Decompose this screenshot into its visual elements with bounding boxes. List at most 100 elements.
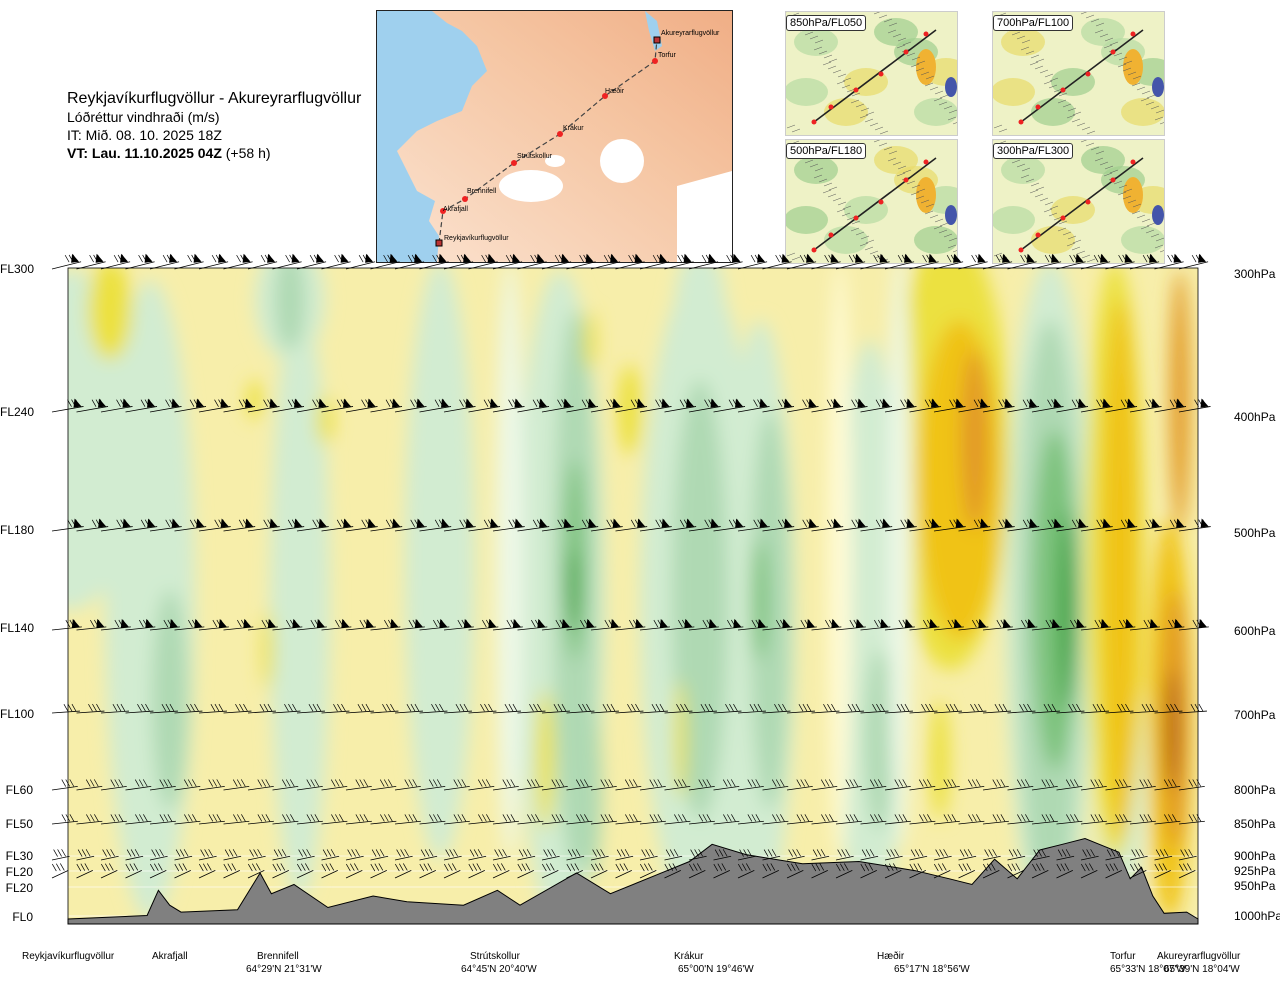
level-map-svg <box>786 12 957 135</box>
station-label: Akrafjall <box>152 951 188 962</box>
wind-barb-feather <box>1117 703 1122 712</box>
wind-barb-feather <box>285 779 291 787</box>
wind-barb-feather <box>1041 849 1046 857</box>
wind-barb-feather <box>1025 619 1030 628</box>
wind-barb <box>615 710 644 714</box>
wind-barb-feather <box>1143 814 1149 822</box>
wind-barb-feather <box>690 849 695 857</box>
wind-barb-feather <box>683 399 689 407</box>
wind-barb-feather <box>249 849 254 857</box>
wind-barb-feather <box>140 519 146 527</box>
wind-barb-feather <box>806 703 812 712</box>
wind-barb-feather <box>1002 399 1007 407</box>
wind-barb-feather <box>1016 849 1022 857</box>
wind-barb-feather <box>638 399 644 407</box>
pressure-label: 600hPa <box>1234 624 1276 638</box>
wind-barb-feather <box>869 779 875 787</box>
wind-barb-feather <box>290 619 295 628</box>
wind-barb-feather <box>490 619 495 628</box>
wind-barb <box>884 710 913 714</box>
wind-barb-feather <box>1120 399 1126 407</box>
mini-barb <box>1085 14 1095 19</box>
wind-barb-feather <box>996 814 1002 822</box>
wind-barb <box>713 785 740 791</box>
wind-barb-feather <box>1177 399 1183 407</box>
wind-barb <box>370 406 403 413</box>
mini-barb <box>1021 39 1031 44</box>
wind-barb-feather <box>694 849 699 857</box>
wind-barb-feather <box>1115 814 1120 822</box>
wind-barb-feather <box>341 703 346 712</box>
wind-barb-feather <box>483 519 489 527</box>
mini-barb <box>1136 86 1146 91</box>
wind-barb-feather <box>1060 863 1066 871</box>
wind-barb-feather <box>90 814 95 822</box>
wind-barb-feather <box>485 254 490 263</box>
wind-barb-feather <box>284 703 289 712</box>
wind-barb-feather <box>410 519 415 527</box>
wind-barb-feather <box>322 849 328 857</box>
wind-barb <box>835 820 862 825</box>
wind-barb <box>1178 855 1197 861</box>
wind-barb-feather <box>314 814 320 822</box>
wind-barb-feather <box>651 703 657 712</box>
wind-barb <box>566 626 597 631</box>
wind-barb-feather <box>173 519 178 527</box>
station-label: Hæðir <box>877 951 905 962</box>
mini-barb <box>933 97 943 102</box>
wind-barb-feather <box>710 619 716 628</box>
mini-barb <box>1085 142 1095 147</box>
field-contour <box>752 540 768 660</box>
wind-barb-feather <box>630 399 636 407</box>
pressure-label: 300hPa <box>1234 267 1276 281</box>
mini-barb <box>897 165 907 170</box>
mini-field-blob <box>914 226 957 254</box>
wind-barb-feather <box>1044 254 1050 263</box>
wind-barb-feather <box>333 703 338 712</box>
wind-barb-feather <box>736 399 742 407</box>
wind-barb-feather <box>359 619 365 628</box>
station-coord: 65°33'N 18°07'W <box>1110 964 1186 975</box>
wind-barb <box>835 626 866 631</box>
mini-barb <box>1159 122 1164 125</box>
wind-barb-feather <box>644 863 649 871</box>
mini-field-blob <box>824 98 868 126</box>
wind-barb-feather <box>263 519 268 527</box>
mini-barb <box>1072 239 1082 244</box>
wind-barb-feather <box>374 863 380 871</box>
wind-barb-feather <box>821 814 826 822</box>
wind-barb-feather <box>1169 519 1175 527</box>
wind-barb <box>174 855 193 861</box>
wind-barb-feather <box>565 399 570 407</box>
wind-barb <box>541 626 572 631</box>
wind-barb-feather <box>928 519 934 527</box>
route-map: Reykjavíkurflugvöllur Akrafjall Brennife… <box>376 10 733 263</box>
wind-barb-feather <box>1079 519 1085 527</box>
fl-label: FL300 <box>0 262 35 276</box>
mini-barb <box>920 71 930 76</box>
wind-barb-feather <box>1049 779 1055 787</box>
mini-barb <box>804 31 814 36</box>
wind-barb-feather <box>1155 849 1161 857</box>
wind-barb <box>664 406 697 413</box>
wind-barb-feather <box>1179 863 1184 872</box>
mini-barb <box>1113 180 1123 185</box>
wind-barb-feather <box>898 779 904 787</box>
wind-barb <box>296 785 323 791</box>
wind-barb <box>149 626 180 631</box>
wind-barb <box>517 406 550 413</box>
wind-barb-feather <box>1072 703 1077 712</box>
wind-barb-feather <box>501 863 506 871</box>
wind-barb-feather <box>344 519 350 527</box>
wind-barb-feather <box>1047 703 1053 712</box>
wind-barb-feather <box>553 703 559 712</box>
wind-barb-feather <box>586 703 591 712</box>
wind-barb-feather <box>1202 399 1207 407</box>
wind-barb <box>1154 855 1173 861</box>
wind-barb-feather <box>1110 849 1116 857</box>
wind-barb-feather <box>1172 619 1177 628</box>
mini-barb <box>1123 60 1133 65</box>
mini-barb <box>1132 203 1142 208</box>
wind-barb <box>713 820 740 825</box>
wind-barb-feather <box>1153 399 1158 407</box>
